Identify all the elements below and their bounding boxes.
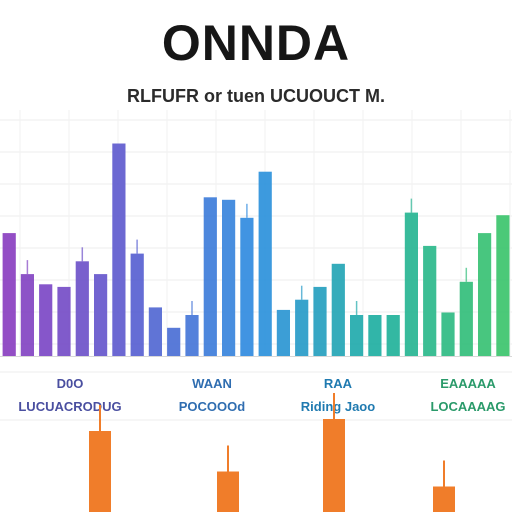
upper-bar <box>94 274 108 356</box>
upper-bar <box>2 233 16 356</box>
upper-bar <box>57 286 71 356</box>
upper-bar <box>130 253 144 356</box>
lower-bar <box>323 419 345 512</box>
chart-title: ONNDA <box>161 15 351 71</box>
upper-bar <box>295 299 309 356</box>
upper-bar <box>203 197 217 356</box>
group-label-top: EAAAAA <box>440 376 496 391</box>
upper-bar <box>112 143 126 356</box>
upper-bar <box>20 274 34 356</box>
upper-bar <box>496 215 510 356</box>
group-label-bottom: LOCAAAAG <box>430 399 505 414</box>
lower-bar <box>89 431 111 512</box>
upper-bar <box>75 261 89 356</box>
chart-subtitle: RLFUFR or tuen UCUOUCT M. <box>127 86 385 106</box>
upper-bar <box>368 315 382 356</box>
upper-bar <box>258 171 272 356</box>
lower-bar <box>433 486 455 512</box>
upper-bar <box>167 327 181 356</box>
upper-bar <box>222 199 236 356</box>
group-label-bottom: LUCUACRODUG <box>18 399 121 414</box>
upper-bar <box>313 286 327 356</box>
upper-bar <box>39 284 53 356</box>
upper-bar <box>276 309 290 356</box>
upper-bar <box>478 233 492 356</box>
group-label-bottom: POCOOOd <box>179 399 246 414</box>
upper-bar <box>459 281 473 356</box>
group-label-top: WAAN <box>192 376 232 391</box>
group-label-top: RAA <box>324 376 353 391</box>
upper-bar <box>386 315 400 356</box>
upper-bar <box>240 217 254 356</box>
group-label-bottom: Riding Jaoo <box>301 399 375 414</box>
upper-bar <box>350 315 364 356</box>
lower-bar <box>217 471 239 512</box>
upper-bar <box>441 312 455 356</box>
group-label-top: D0O <box>57 376 84 391</box>
upper-bar <box>185 315 199 356</box>
upper-bar <box>148 307 162 356</box>
upper-bar <box>404 212 418 356</box>
upper-bar <box>331 263 345 356</box>
upper-bar <box>423 245 437 356</box>
